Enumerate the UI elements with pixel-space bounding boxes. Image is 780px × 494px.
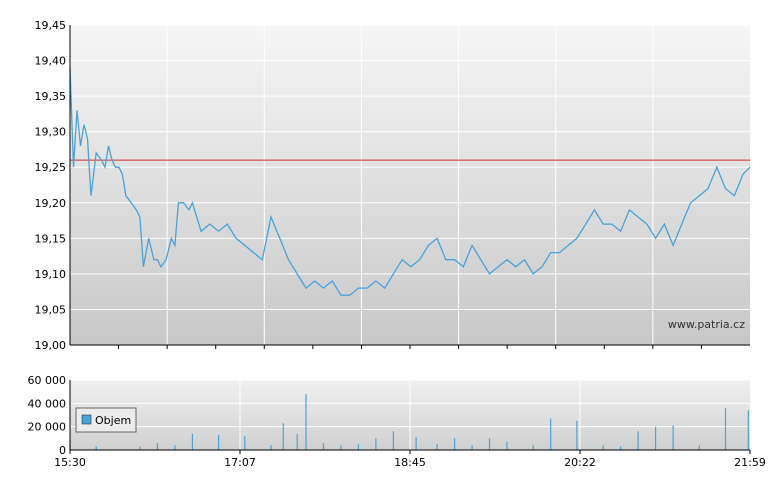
- volume-bar: [139, 446, 141, 450]
- volume-bar: [436, 444, 438, 450]
- volume-bar: [218, 434, 220, 450]
- volume-bar: [576, 420, 578, 450]
- x-tick-label: 18:45: [394, 456, 426, 469]
- x-tick-label: 17:07: [224, 456, 256, 469]
- volume-y-tick-label: 60 000: [28, 374, 67, 387]
- x-tick-label: 15:30: [54, 456, 86, 469]
- volume-bar: [637, 431, 639, 450]
- volume-bar: [282, 423, 284, 450]
- volume-y-tick-label: 0: [59, 444, 66, 457]
- x-tick-label: 21:59: [734, 456, 766, 469]
- volume-bar: [174, 445, 176, 450]
- x-tick-label: 20:22: [564, 456, 596, 469]
- legend-label: Objem: [95, 414, 131, 427]
- volume-bar: [488, 438, 491, 450]
- volume-bar: [747, 410, 749, 450]
- volume-bar: [471, 445, 473, 450]
- volume-panel: 0 20 000 40 000 60 000 15:30 17:07 18:45 20:22…: [28, 374, 766, 469]
- volume-bar: [602, 445, 604, 450]
- volume-bar: [340, 445, 342, 450]
- price-panel: 19,00 19,05 19,10 19,15 19,20 19,25 19,30 19,35…: [35, 19, 751, 352]
- price-y-tick-label: 19,05: [35, 303, 67, 316]
- volume-bar: [270, 445, 272, 450]
- volume-y-axis: 0 20 000 40 000 60 000: [28, 374, 67, 457]
- volume-bar: [506, 441, 508, 450]
- volume-bar: [322, 443, 325, 450]
- price-series-line: [69, 67, 751, 296]
- price-x-ticks: [118, 345, 702, 349]
- price-y-tick-label: 19,30: [35, 126, 67, 139]
- volume-bar: [357, 444, 359, 450]
- price-plot-area: [70, 25, 750, 345]
- legend-swatch: [81, 414, 92, 425]
- volume-bars: [69, 394, 749, 450]
- volume-bar: [296, 433, 298, 450]
- volume-y-tick-label: 40 000: [28, 397, 67, 410]
- price-y-axis: 19,00 19,05 19,10 19,15 19,20 19,25 19,30 19,35…: [35, 19, 67, 352]
- volume-gridlines: [70, 379, 750, 450]
- volume-x-axis: 15:30 17:07 18:45 20:22 21:59: [54, 450, 766, 469]
- volume-bar: [550, 418, 552, 450]
- volume-bar: [392, 431, 394, 450]
- volume-bar: [698, 445, 700, 450]
- volume-bar: [655, 426, 657, 450]
- volume-bar: [305, 394, 307, 450]
- price-y-tick-label: 19,45: [35, 19, 67, 32]
- price-y-tick-label: 19,10: [35, 268, 67, 281]
- volume-bar: [156, 443, 158, 450]
- price-gridlines: [70, 24, 750, 345]
- volume-legend: Objem: [75, 407, 137, 433]
- price-y-tick-label: 19,35: [35, 90, 67, 103]
- volume-bar: [95, 446, 97, 450]
- volume-bar: [454, 438, 456, 450]
- volume-bar: [415, 437, 417, 450]
- watermark: www.patria.cz: [668, 318, 745, 331]
- price-y-tick-label: 19,15: [35, 232, 67, 245]
- volume-bar: [191, 433, 193, 450]
- volume-bar: [244, 436, 246, 450]
- price-y-tick-label: 19,20: [35, 197, 67, 210]
- price-y-tick-label: 19,40: [35, 55, 67, 68]
- volume-bar: [672, 425, 674, 450]
- volume-bar: [532, 445, 534, 450]
- volume-bar: [620, 446, 622, 450]
- volume-bar: [724, 408, 727, 450]
- volume-y-tick-label: 20 000: [28, 421, 67, 434]
- price-y-tick-label: 19,25: [35, 161, 67, 174]
- volume-bar: [375, 438, 377, 450]
- price-y-tick-label: 19,00: [35, 339, 67, 352]
